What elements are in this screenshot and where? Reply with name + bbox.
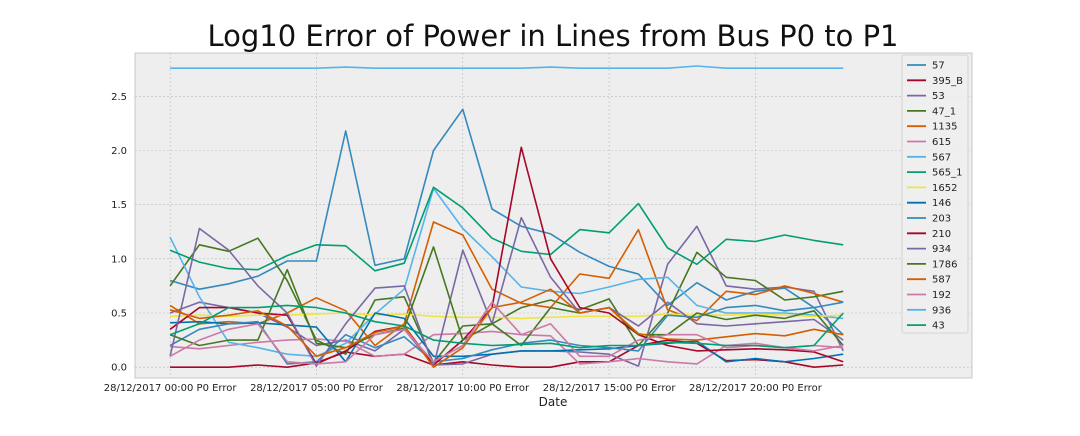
x-tick-label: 28/12/2017 00:00 P0 Error	[104, 383, 238, 394]
series-line-936	[170, 65, 844, 69]
y-tick-label: 0.0	[111, 363, 127, 374]
legend-label: 47_1	[932, 106, 956, 117]
grid	[135, 53, 972, 378]
legend-label: 203	[932, 214, 951, 225]
legend-label: 210	[932, 229, 951, 240]
x-tick-label: 28/12/2017 10:00 P0 Error	[396, 383, 530, 394]
series-line-47_1	[169, 237, 844, 364]
legend-label: 615	[932, 137, 951, 148]
series-line-57	[169, 108, 844, 336]
y-tick-label: 1.5	[111, 200, 127, 211]
legend-label: 192	[932, 290, 951, 301]
series-line-934	[169, 216, 844, 367]
legend-label: 567	[932, 152, 951, 163]
y-tick-label: 0.5	[111, 309, 127, 320]
series-line-587	[169, 288, 844, 369]
x-tick-label: 28/12/2017 20:00 P0 Error	[689, 383, 823, 394]
legend-label: 587	[932, 275, 951, 286]
y-tick-label: 2.5	[111, 92, 127, 103]
series-line-146	[170, 312, 844, 363]
legend: 57 395_B 53 47_1 1135 615 567 565_1 1652 146 203 21…	[901, 54, 969, 334]
legend-label: 565_1	[932, 168, 962, 179]
plot-area	[134, 52, 973, 379]
series-line-1786	[169, 246, 844, 349]
series-line-192	[169, 301, 844, 365]
legend-label: 1135	[932, 122, 957, 133]
y-tick-label: 2.0	[111, 146, 127, 157]
series-lines	[169, 65, 844, 369]
chart-title: Log10 Error of Power in Lines from Bus P…	[207, 19, 898, 53]
series-line-203	[169, 301, 844, 365]
y-axis-ticks: 0.0 0.5 1.0 1.5 2.0 2.5	[111, 92, 127, 374]
x-tick-label: 28/12/2017 15:00 P0 Error	[543, 383, 677, 394]
legend-label: 43	[932, 321, 945, 332]
series-line-565_1	[169, 186, 844, 272]
series-line-210	[169, 146, 844, 366]
legend-label: 1786	[932, 259, 957, 270]
series-line-43	[169, 304, 844, 349]
x-axis-ticks: 28/12/2017 00:00 P0 Error 28/12/2017 05:0…	[104, 383, 823, 394]
legend-label: 57	[932, 61, 945, 72]
y-tick-label: 1.0	[111, 254, 127, 265]
x-tick-label: 28/12/2017 05:00 P0 Error	[250, 383, 384, 394]
legend-label: 146	[932, 198, 951, 209]
legend-label: 936	[932, 305, 951, 316]
legend-label: 1652	[932, 183, 957, 194]
x-axis-label: Date	[539, 395, 568, 409]
legend-label: 934	[932, 244, 951, 255]
legend-label: 53	[932, 91, 945, 102]
legend-label: 395_B	[932, 76, 963, 87]
